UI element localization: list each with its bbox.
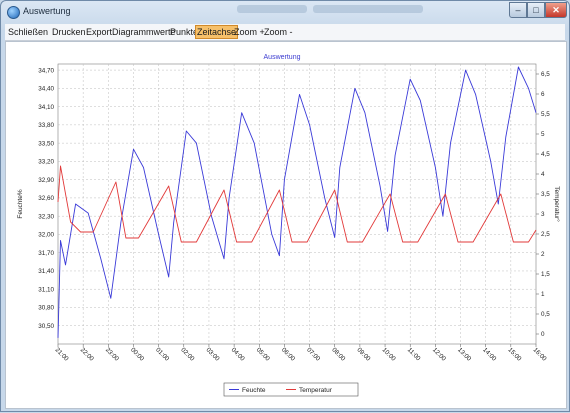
- x-tick-label: 00:00: [129, 346, 145, 362]
- menu-item-zoom-in[interactable]: Zoom +: [234, 27, 265, 37]
- chart-panel: Auswertung 30,50 30,80 31,10 31,40 31,70 32,0…: [5, 41, 567, 409]
- y-tick-left: 32,60: [38, 195, 54, 202]
- menu-item-zeitachse[interactable]: Zeitachse: [195, 25, 239, 39]
- x-tick-label: 04:00: [230, 346, 246, 362]
- y-tick-left: 30,80: [38, 305, 54, 312]
- menu-item-diagrammwerte[interactable]: Diagrammwerte: [112, 27, 176, 37]
- menu-item-punkte[interactable]: Punkte: [170, 27, 199, 37]
- menu-bar: Schließen Drucken Export Diagrammwerte P…: [5, 24, 565, 41]
- menu-item-drucken[interactable]: Drucken: [52, 27, 86, 37]
- x-tick-label: 16:00: [532, 346, 548, 362]
- title-bar[interactable]: Auswertung – □ ✕: [1, 1, 569, 23]
- maximize-button[interactable]: □: [527, 2, 545, 18]
- series-line-temperatur: [57, 165, 537, 243]
- y-tick-right: 3,5: [541, 191, 550, 198]
- series-line-feuchte: [57, 66, 537, 338]
- y-tick-right: 3: [541, 211, 545, 218]
- x-tick-label: 09:00: [355, 346, 371, 362]
- x-tick-label: 23:00: [104, 346, 120, 362]
- y-tick-right: 5: [541, 131, 545, 138]
- y-tick-right: 6: [541, 91, 545, 98]
- x-tick-label: 10:00: [381, 346, 397, 362]
- y-tick-left: 34,70: [38, 67, 54, 74]
- y-tick-right: 2: [541, 251, 545, 258]
- y-tick-left: 34,10: [38, 104, 54, 111]
- legend-label-feuchte: Feuchte: [242, 387, 266, 394]
- y-tick-left: 30,50: [38, 323, 54, 330]
- y-tick-right: 0,5: [541, 311, 550, 318]
- x-tick-label: 12:00: [431, 346, 447, 362]
- x-tick-label: 14:00: [481, 346, 497, 362]
- legend-label-temperatur: Temperatur: [299, 387, 333, 394]
- app-icon: [7, 6, 20, 19]
- x-tick-label: 13:00: [456, 346, 472, 362]
- y-tick-left: 32,30: [38, 213, 54, 220]
- x-tick-label: 05:00: [255, 346, 271, 362]
- x-axis: 21:00 22:00 23:00 00:00 01:00 02:00 03:00 04:00…: [54, 344, 548, 363]
- x-tick-label: 03:00: [205, 346, 221, 362]
- y-tick-right: 0: [541, 331, 545, 338]
- grid: [58, 64, 536, 344]
- x-tick-label: 21:00: [54, 346, 70, 362]
- menu-item-schliessen[interactable]: Schließen: [8, 27, 49, 37]
- y-tick-right: 2,5: [541, 231, 550, 238]
- x-tick-label: 15:00: [506, 346, 522, 362]
- legend: Feuchte Temperatur: [223, 382, 359, 397]
- chart: Auswertung 30,5030,8031,1031,4031,7032,0…: [17, 54, 561, 397]
- x-tick-label: 01:00: [154, 346, 170, 362]
- y-axis-left-label: Feuchte%: [17, 189, 24, 218]
- y-tick-left: 33,20: [38, 159, 54, 166]
- window-title: Auswertung: [23, 6, 71, 16]
- y-tick-right: 5,5: [541, 111, 550, 118]
- y-tick-right: 4,5: [541, 151, 550, 158]
- blurred-title-area: [237, 5, 307, 13]
- y-tick-left: 33,80: [38, 122, 54, 129]
- close-button[interactable]: ✕: [545, 2, 567, 18]
- x-tick-label: 22:00: [79, 346, 95, 362]
- x-tick-label: 07:00: [305, 346, 321, 362]
- x-tick-label: 08:00: [330, 346, 346, 362]
- y-tick-left: 33,50: [38, 140, 54, 147]
- y-tick-left: 31,70: [38, 250, 54, 257]
- x-tick-label: 02:00: [179, 346, 195, 362]
- y-tick-left: 34,40: [38, 86, 54, 93]
- y-axis-right: 0 0,5 1 1,5 2 2,5 3 3,5 4 4,5 5 5,5 6 6,5: [536, 71, 550, 338]
- series-lines: [57, 66, 537, 338]
- y-tick-left: 32,90: [38, 177, 54, 184]
- y-tick-left: 31,40: [38, 268, 54, 275]
- x-tick-label: 06:00: [280, 346, 296, 362]
- menu-item-zoom-out[interactable]: Zoom -: [264, 27, 293, 37]
- y-tick-right: 1: [541, 291, 545, 298]
- blurred-title-area: [313, 5, 423, 13]
- minimize-button[interactable]: –: [509, 2, 527, 18]
- y-axis-left: 30,50 30,80 31,10 31,40 31,70 32,00 32,30 32,60…: [38, 67, 54, 330]
- y-tick-left: 31,10: [38, 286, 54, 293]
- y-tick-right: 1,5: [541, 271, 550, 278]
- x-tick-label: 11:00: [406, 346, 422, 362]
- chart-title: Auswertung: [264, 54, 301, 61]
- y-axis-right-label: Temperatur°: [553, 186, 561, 222]
- y-tick-right: 6,5: [541, 71, 550, 78]
- menu-item-export[interactable]: Export: [86, 27, 113, 37]
- y-tick-right: 4: [541, 171, 545, 178]
- y-tick-left: 32,00: [38, 232, 54, 239]
